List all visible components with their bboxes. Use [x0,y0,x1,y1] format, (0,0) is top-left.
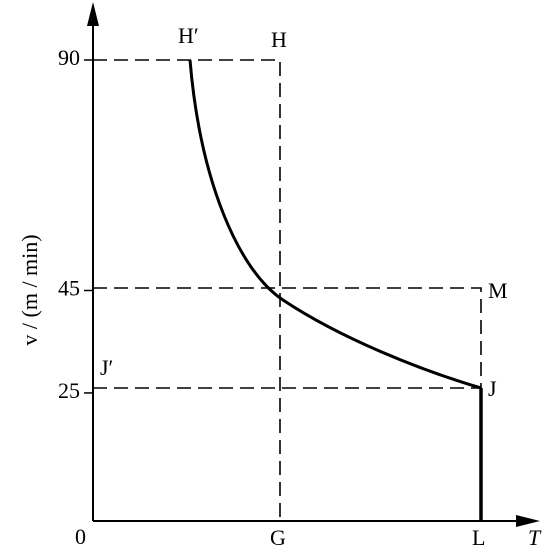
point-label: M [488,278,508,303]
curve [188,59,482,390]
origin-label: 0 [75,524,86,549]
y-tick-label: 25 [58,378,80,403]
guide-h-g [93,59,281,521]
point-label: J′ [100,355,113,380]
point-label: G [270,525,286,550]
y-tick-label: 90 [58,45,80,70]
y-axis-label: v / (m / min) [17,234,42,345]
point-label: H [271,27,287,52]
y-tick-label: 45 [58,276,80,301]
point-label: J [488,376,497,401]
x-axis-label: T [528,525,542,550]
point-label: L [472,525,485,550]
y-axis-arrow [87,2,99,26]
guide-m [93,287,482,388]
point-label: H′ [178,23,199,48]
x-axis-arrow [516,515,540,527]
